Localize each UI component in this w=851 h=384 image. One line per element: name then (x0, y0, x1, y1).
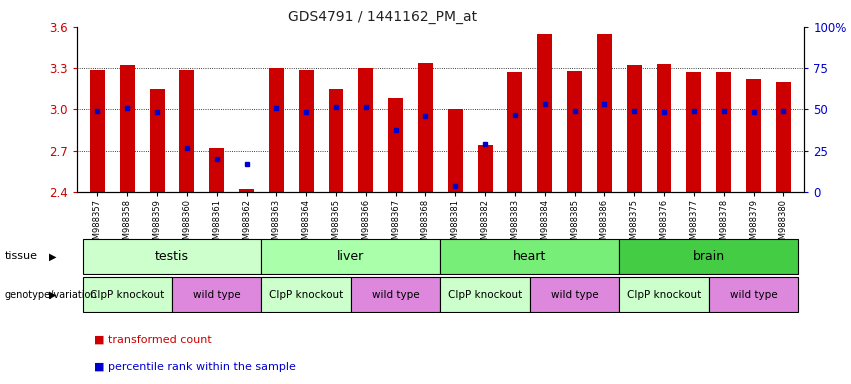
Bar (150, 89, 164, 192)
Bar (507, 72, 523, 192)
Text: ■ percentile rank within the sample: ■ percentile rank within the sample (94, 362, 295, 372)
Text: ▶: ▶ (49, 290, 56, 300)
Text: ClpP knockout: ClpP knockout (269, 290, 343, 300)
Bar (269, 68, 284, 192)
Bar (627, 65, 642, 192)
Text: wild type: wild type (193, 290, 241, 300)
Bar (477, 145, 493, 192)
Bar (717, 72, 731, 192)
Bar (597, 34, 612, 192)
Bar (239, 189, 254, 192)
Bar (537, 34, 552, 192)
Bar (351, 277, 441, 312)
Text: wild type: wild type (551, 290, 598, 300)
Bar (657, 64, 671, 192)
Bar (530, 277, 620, 312)
Bar (448, 109, 463, 192)
Text: liver: liver (337, 250, 364, 263)
Bar (328, 89, 344, 192)
Text: ▶: ▶ (49, 251, 56, 262)
Text: ClpP knockout: ClpP knockout (448, 290, 523, 300)
Bar (299, 70, 314, 192)
Text: ClpP knockout: ClpP knockout (90, 290, 164, 300)
Bar (90, 70, 105, 192)
Bar (180, 70, 194, 192)
Text: heart: heart (513, 250, 546, 263)
Bar (746, 79, 761, 192)
Bar (120, 65, 134, 192)
Bar (620, 277, 709, 312)
Text: testis: testis (155, 250, 189, 263)
Bar (418, 63, 433, 192)
Bar (83, 277, 172, 312)
Bar (441, 277, 530, 312)
Bar (261, 239, 441, 274)
Bar (172, 277, 261, 312)
Bar (567, 71, 582, 192)
Bar (83, 239, 261, 274)
Text: wild type: wild type (729, 290, 777, 300)
Bar (776, 82, 791, 192)
Bar (209, 148, 224, 192)
Text: GDS4791 / 1441162_PM_at: GDS4791 / 1441162_PM_at (288, 10, 477, 23)
Bar (620, 239, 798, 274)
Bar (261, 277, 351, 312)
Text: genotype/variation: genotype/variation (4, 290, 97, 300)
Bar (709, 277, 798, 312)
Text: tissue: tissue (4, 251, 37, 262)
Bar (441, 239, 620, 274)
Bar (388, 98, 403, 192)
Text: ClpP knockout: ClpP knockout (627, 290, 701, 300)
Text: ■ transformed count: ■ transformed count (94, 335, 211, 345)
Text: brain: brain (693, 250, 725, 263)
Bar (358, 68, 374, 192)
Bar (687, 72, 701, 192)
Text: wild type: wild type (372, 290, 420, 300)
